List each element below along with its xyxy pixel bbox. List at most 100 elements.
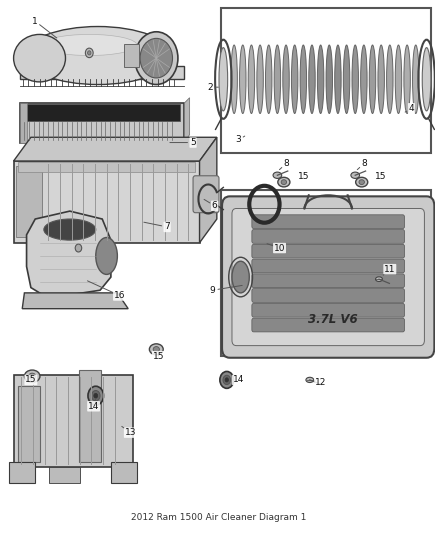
Ellipse shape (153, 346, 159, 352)
FancyBboxPatch shape (252, 230, 405, 243)
Text: 3.7L V6: 3.7L V6 (308, 313, 357, 326)
FancyBboxPatch shape (252, 303, 405, 317)
Text: 15: 15 (297, 172, 309, 181)
Ellipse shape (14, 35, 66, 82)
Ellipse shape (220, 372, 234, 389)
Polygon shape (27, 211, 111, 298)
Ellipse shape (248, 45, 254, 114)
FancyBboxPatch shape (252, 274, 405, 288)
Ellipse shape (225, 378, 229, 382)
Polygon shape (14, 138, 217, 161)
Ellipse shape (88, 386, 103, 405)
Bar (221, 8, 431, 153)
Ellipse shape (306, 377, 314, 383)
Text: 8: 8 (361, 159, 367, 168)
Ellipse shape (326, 45, 332, 114)
FancyBboxPatch shape (252, 289, 405, 302)
Text: 9: 9 (210, 286, 215, 295)
Bar (14, 375, 133, 467)
FancyBboxPatch shape (193, 176, 219, 213)
Bar (14, 161, 200, 243)
Ellipse shape (335, 45, 341, 114)
Polygon shape (22, 293, 128, 309)
Bar (18, 162, 195, 172)
Ellipse shape (92, 391, 100, 401)
Bar (221, 190, 431, 356)
Ellipse shape (42, 35, 137, 55)
Text: 7: 7 (164, 222, 170, 231)
Ellipse shape (422, 47, 431, 111)
Text: 8: 8 (283, 159, 289, 168)
Polygon shape (184, 98, 190, 142)
Ellipse shape (359, 180, 364, 184)
Ellipse shape (352, 45, 358, 114)
Bar (124, 44, 139, 67)
Text: 6: 6 (212, 201, 218, 211)
Ellipse shape (240, 45, 246, 114)
Ellipse shape (219, 47, 228, 111)
Bar (25, 104, 180, 121)
Ellipse shape (273, 172, 282, 179)
Text: 3: 3 (236, 135, 241, 144)
Text: 14: 14 (88, 402, 99, 411)
Text: 2: 2 (208, 83, 213, 92)
Bar (20, 103, 27, 142)
Ellipse shape (149, 344, 163, 355)
Text: 2012 Ram 1500 Air Cleaner Diagram 1: 2012 Ram 1500 Air Cleaner Diagram 1 (131, 513, 307, 522)
Ellipse shape (28, 373, 35, 379)
Bar (9, 462, 35, 483)
Bar (18, 386, 39, 462)
Text: 1: 1 (32, 17, 38, 26)
Ellipse shape (281, 180, 286, 184)
Ellipse shape (257, 45, 263, 114)
Ellipse shape (351, 172, 360, 179)
Ellipse shape (375, 277, 382, 281)
Bar (111, 462, 137, 483)
Ellipse shape (369, 45, 376, 114)
Text: 12: 12 (315, 378, 326, 387)
Ellipse shape (309, 45, 315, 114)
Ellipse shape (140, 38, 173, 78)
Ellipse shape (44, 219, 96, 240)
Text: 16: 16 (114, 291, 125, 300)
Ellipse shape (300, 45, 307, 114)
Ellipse shape (96, 238, 117, 274)
Polygon shape (200, 138, 217, 243)
Ellipse shape (134, 32, 178, 85)
Ellipse shape (94, 393, 98, 398)
Bar (16, 166, 42, 238)
Ellipse shape (25, 27, 171, 85)
Ellipse shape (413, 45, 419, 114)
Ellipse shape (88, 51, 91, 55)
Ellipse shape (291, 45, 298, 114)
Ellipse shape (356, 177, 368, 187)
Text: 15: 15 (153, 352, 164, 361)
Ellipse shape (278, 177, 290, 187)
Ellipse shape (318, 45, 324, 114)
FancyBboxPatch shape (252, 318, 405, 332)
Ellipse shape (265, 45, 272, 114)
Ellipse shape (404, 45, 410, 114)
FancyBboxPatch shape (252, 259, 405, 273)
Text: 15: 15 (375, 172, 387, 181)
Text: 14: 14 (233, 375, 244, 384)
Ellipse shape (360, 45, 367, 114)
FancyBboxPatch shape (252, 244, 405, 258)
Text: 4: 4 (409, 104, 414, 113)
Text: 11: 11 (384, 265, 396, 273)
Ellipse shape (378, 45, 385, 114)
Ellipse shape (395, 45, 402, 114)
Text: 13: 13 (124, 428, 136, 437)
Ellipse shape (231, 45, 237, 114)
Ellipse shape (85, 48, 93, 58)
Bar (20, 103, 184, 142)
FancyBboxPatch shape (232, 208, 424, 345)
Text: 15: 15 (25, 375, 37, 384)
Bar (20, 66, 184, 79)
Ellipse shape (223, 375, 230, 384)
Ellipse shape (232, 261, 249, 293)
Text: 5: 5 (190, 138, 196, 147)
Text: 10: 10 (274, 244, 285, 253)
Bar (49, 467, 80, 483)
FancyBboxPatch shape (222, 196, 434, 358)
